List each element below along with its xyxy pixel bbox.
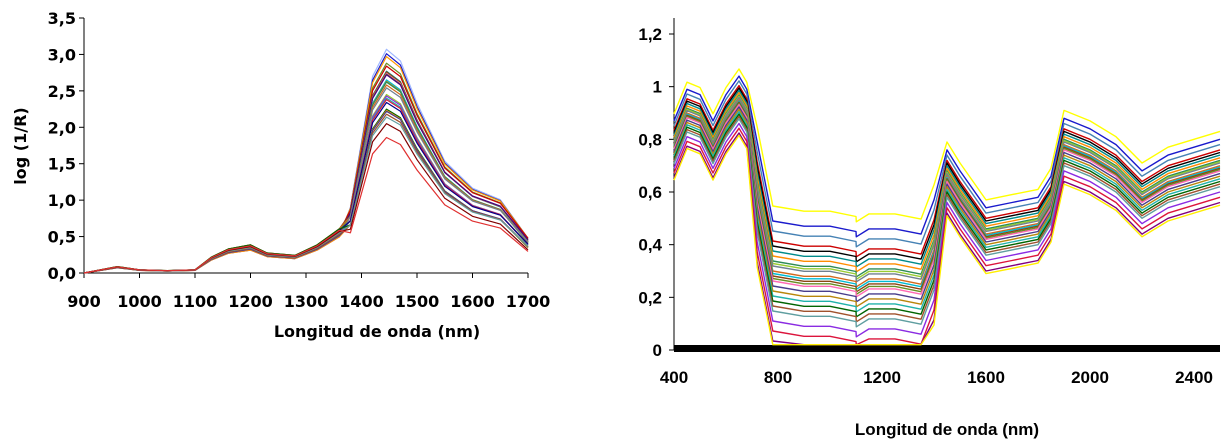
series-line xyxy=(673,80,1221,248)
chart-left-series xyxy=(83,48,529,274)
series-line xyxy=(83,73,529,274)
series-line xyxy=(83,53,529,274)
chart-right-series xyxy=(673,68,1221,346)
series-line xyxy=(83,70,529,274)
series-line xyxy=(673,75,1221,238)
series-line xyxy=(83,95,529,274)
series-line xyxy=(83,48,529,274)
y-tick-label: 0,5 xyxy=(48,228,76,247)
y-tick-label: 3,5 xyxy=(48,9,76,28)
series-line xyxy=(673,68,1221,223)
x-tick-label: 1300 xyxy=(284,292,329,311)
chart-right: 0 0,2 0,4 0,6 0,8 1 1,2 400 800 1200 1600 2000 2400… xyxy=(638,18,1221,439)
y-tick-label: 1 xyxy=(653,78,662,97)
series-line xyxy=(673,110,1221,313)
y-tick-label: 2,5 xyxy=(48,82,76,101)
series-line xyxy=(673,122,1221,338)
series-line xyxy=(673,108,1221,308)
x-tick-label: 1600 xyxy=(450,292,495,311)
chart-left-x-ticks: 900 1000 1100 1200 1300 1400 1500 1600 1700 xyxy=(67,273,550,311)
series-line xyxy=(83,101,529,274)
series-line xyxy=(673,134,1221,346)
y-tick-label: 0,6 xyxy=(638,183,662,202)
chart-right-x-ticks: 400 800 1200 1600 2000 2400 xyxy=(660,368,1213,387)
y-tick-label: 0 xyxy=(653,341,662,360)
chart-left: 0,0 0,5 1,0 1,5 2,0 2,5 3,0 3,5 900 1000 1100 1200… xyxy=(11,9,550,341)
x-tick-label: 1000 xyxy=(117,292,162,311)
series-line xyxy=(673,103,1221,298)
series-line xyxy=(673,127,1221,346)
series-line xyxy=(673,91,1221,273)
x-tick-label: 1700 xyxy=(506,292,551,311)
series-line xyxy=(673,89,1221,268)
x-tick-label: 900 xyxy=(67,292,100,311)
chart-left-y-ticks: 0,0 0,5 1,0 1,5 2,0 2,5 3,0 3,5 xyxy=(48,9,84,283)
series-line xyxy=(83,136,529,274)
y-tick-label: 1,2 xyxy=(638,25,662,44)
y-tick-label: 1,0 xyxy=(48,191,76,210)
y-tick-label: 0,0 xyxy=(48,264,76,283)
series-line xyxy=(83,87,529,274)
y-tick-label: 2,0 xyxy=(48,118,76,137)
y-tick-label: 0,8 xyxy=(638,130,662,149)
series-line xyxy=(673,96,1221,283)
x-tick-label: 1100 xyxy=(173,292,218,311)
y-tick-label: 0,2 xyxy=(638,288,662,307)
series-line xyxy=(673,113,1221,318)
series-line xyxy=(83,93,529,274)
series-line xyxy=(83,62,529,274)
series-line xyxy=(83,97,529,274)
y-tick-label: 1,5 xyxy=(48,155,76,174)
x-tick-label: 2000 xyxy=(1071,368,1109,387)
series-line xyxy=(83,71,529,274)
chart-right-y-ticks: 0 0,2 0,4 0,6 0,8 1 1,2 xyxy=(638,25,674,360)
chart-left-y-axis-label: log (1/R) xyxy=(11,107,30,184)
x-tick-label: 1400 xyxy=(339,292,384,311)
y-tick-label: 0,4 xyxy=(638,236,662,255)
x-tick-label: 1200 xyxy=(863,368,901,387)
x-tick-label: 800 xyxy=(764,368,792,387)
chart-right-x-axis xyxy=(674,345,1220,352)
y-tick-label: 3,0 xyxy=(48,45,76,64)
x-tick-label: 2400 xyxy=(1175,368,1213,387)
x-tick-label: 400 xyxy=(660,368,688,387)
series-line xyxy=(83,65,529,274)
x-tick-label: 1500 xyxy=(395,292,440,311)
series-line xyxy=(673,118,1221,328)
x-tick-label: 1600 xyxy=(967,368,1005,387)
chart-right-x-axis-label: Longitud de onda (nm) xyxy=(855,420,1039,439)
series-line xyxy=(673,106,1221,303)
series-line xyxy=(83,55,529,274)
series-line xyxy=(83,74,529,274)
chart-left-x-axis-label: Longitud de onda (nm) xyxy=(274,322,480,341)
series-line xyxy=(83,79,529,274)
series-line xyxy=(673,115,1221,323)
x-tick-label: 1200 xyxy=(228,292,273,311)
series-line xyxy=(673,84,1221,258)
series-line xyxy=(83,72,529,274)
series-line xyxy=(83,113,529,274)
series-line xyxy=(673,87,1221,263)
